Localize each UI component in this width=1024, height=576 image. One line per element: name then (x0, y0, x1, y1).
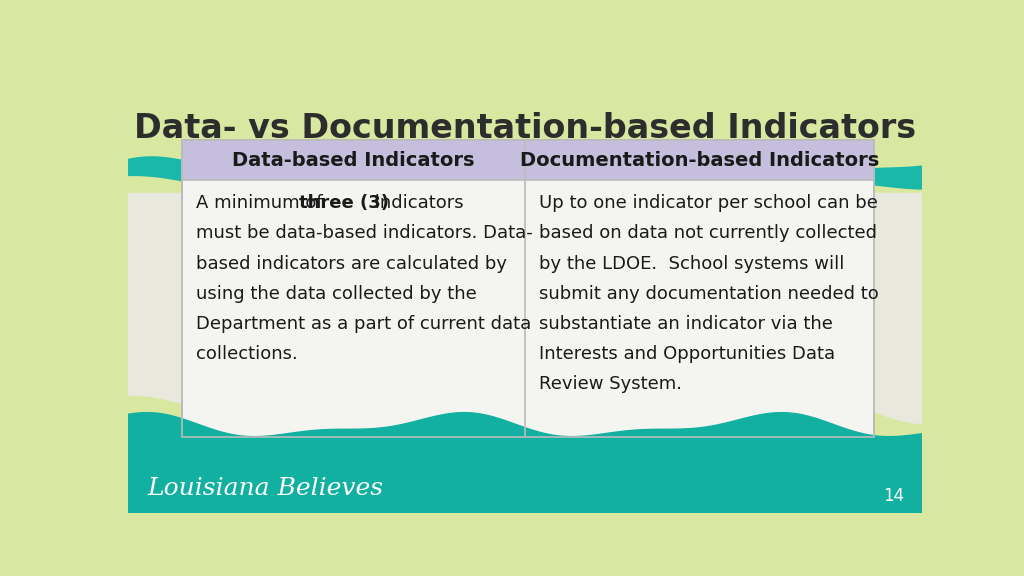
Text: must be data-based indicators. Data-: must be data-based indicators. Data- (197, 225, 534, 242)
Bar (182, 140, 873, 437)
Text: Data-based Indicators: Data-based Indicators (232, 150, 475, 169)
Text: three (3): three (3) (299, 194, 389, 212)
Text: based indicators are calculated by: based indicators are calculated by (197, 255, 507, 272)
Text: Data- vs Documentation-based Indicators: Data- vs Documentation-based Indicators (134, 112, 915, 146)
Text: Documentation-based Indicators: Documentation-based Indicators (520, 150, 879, 169)
Text: 14: 14 (883, 487, 904, 505)
Bar (524, 140, 873, 180)
Text: Louisiana Believes: Louisiana Believes (147, 477, 384, 500)
Text: using the data collected by the: using the data collected by the (197, 285, 477, 302)
Text: Up to one indicator per school can be: Up to one indicator per school can be (539, 194, 878, 212)
Text: submit any documentation needed to: submit any documentation needed to (539, 285, 879, 302)
Text: substantiate an indicator via the: substantiate an indicator via the (539, 315, 833, 333)
Text: A minimum of: A minimum of (197, 194, 329, 212)
Text: Interests and Opportunities Data: Interests and Opportunities Data (539, 345, 836, 363)
Text: by the LDOE.  School systems will: by the LDOE. School systems will (539, 255, 845, 272)
Text: Review System.: Review System. (539, 375, 682, 393)
Text: Department as a part of current data: Department as a part of current data (197, 315, 531, 333)
Text: collections.: collections. (197, 345, 298, 363)
Bar (182, 140, 524, 180)
Bar (182, 140, 873, 437)
Bar (128, 450, 922, 513)
Polygon shape (128, 394, 922, 513)
Text: based on data not currently collected: based on data not currently collected (539, 225, 878, 242)
Bar (128, 194, 922, 450)
Polygon shape (128, 412, 922, 513)
Text: indicators: indicators (369, 194, 463, 212)
Polygon shape (128, 156, 922, 190)
